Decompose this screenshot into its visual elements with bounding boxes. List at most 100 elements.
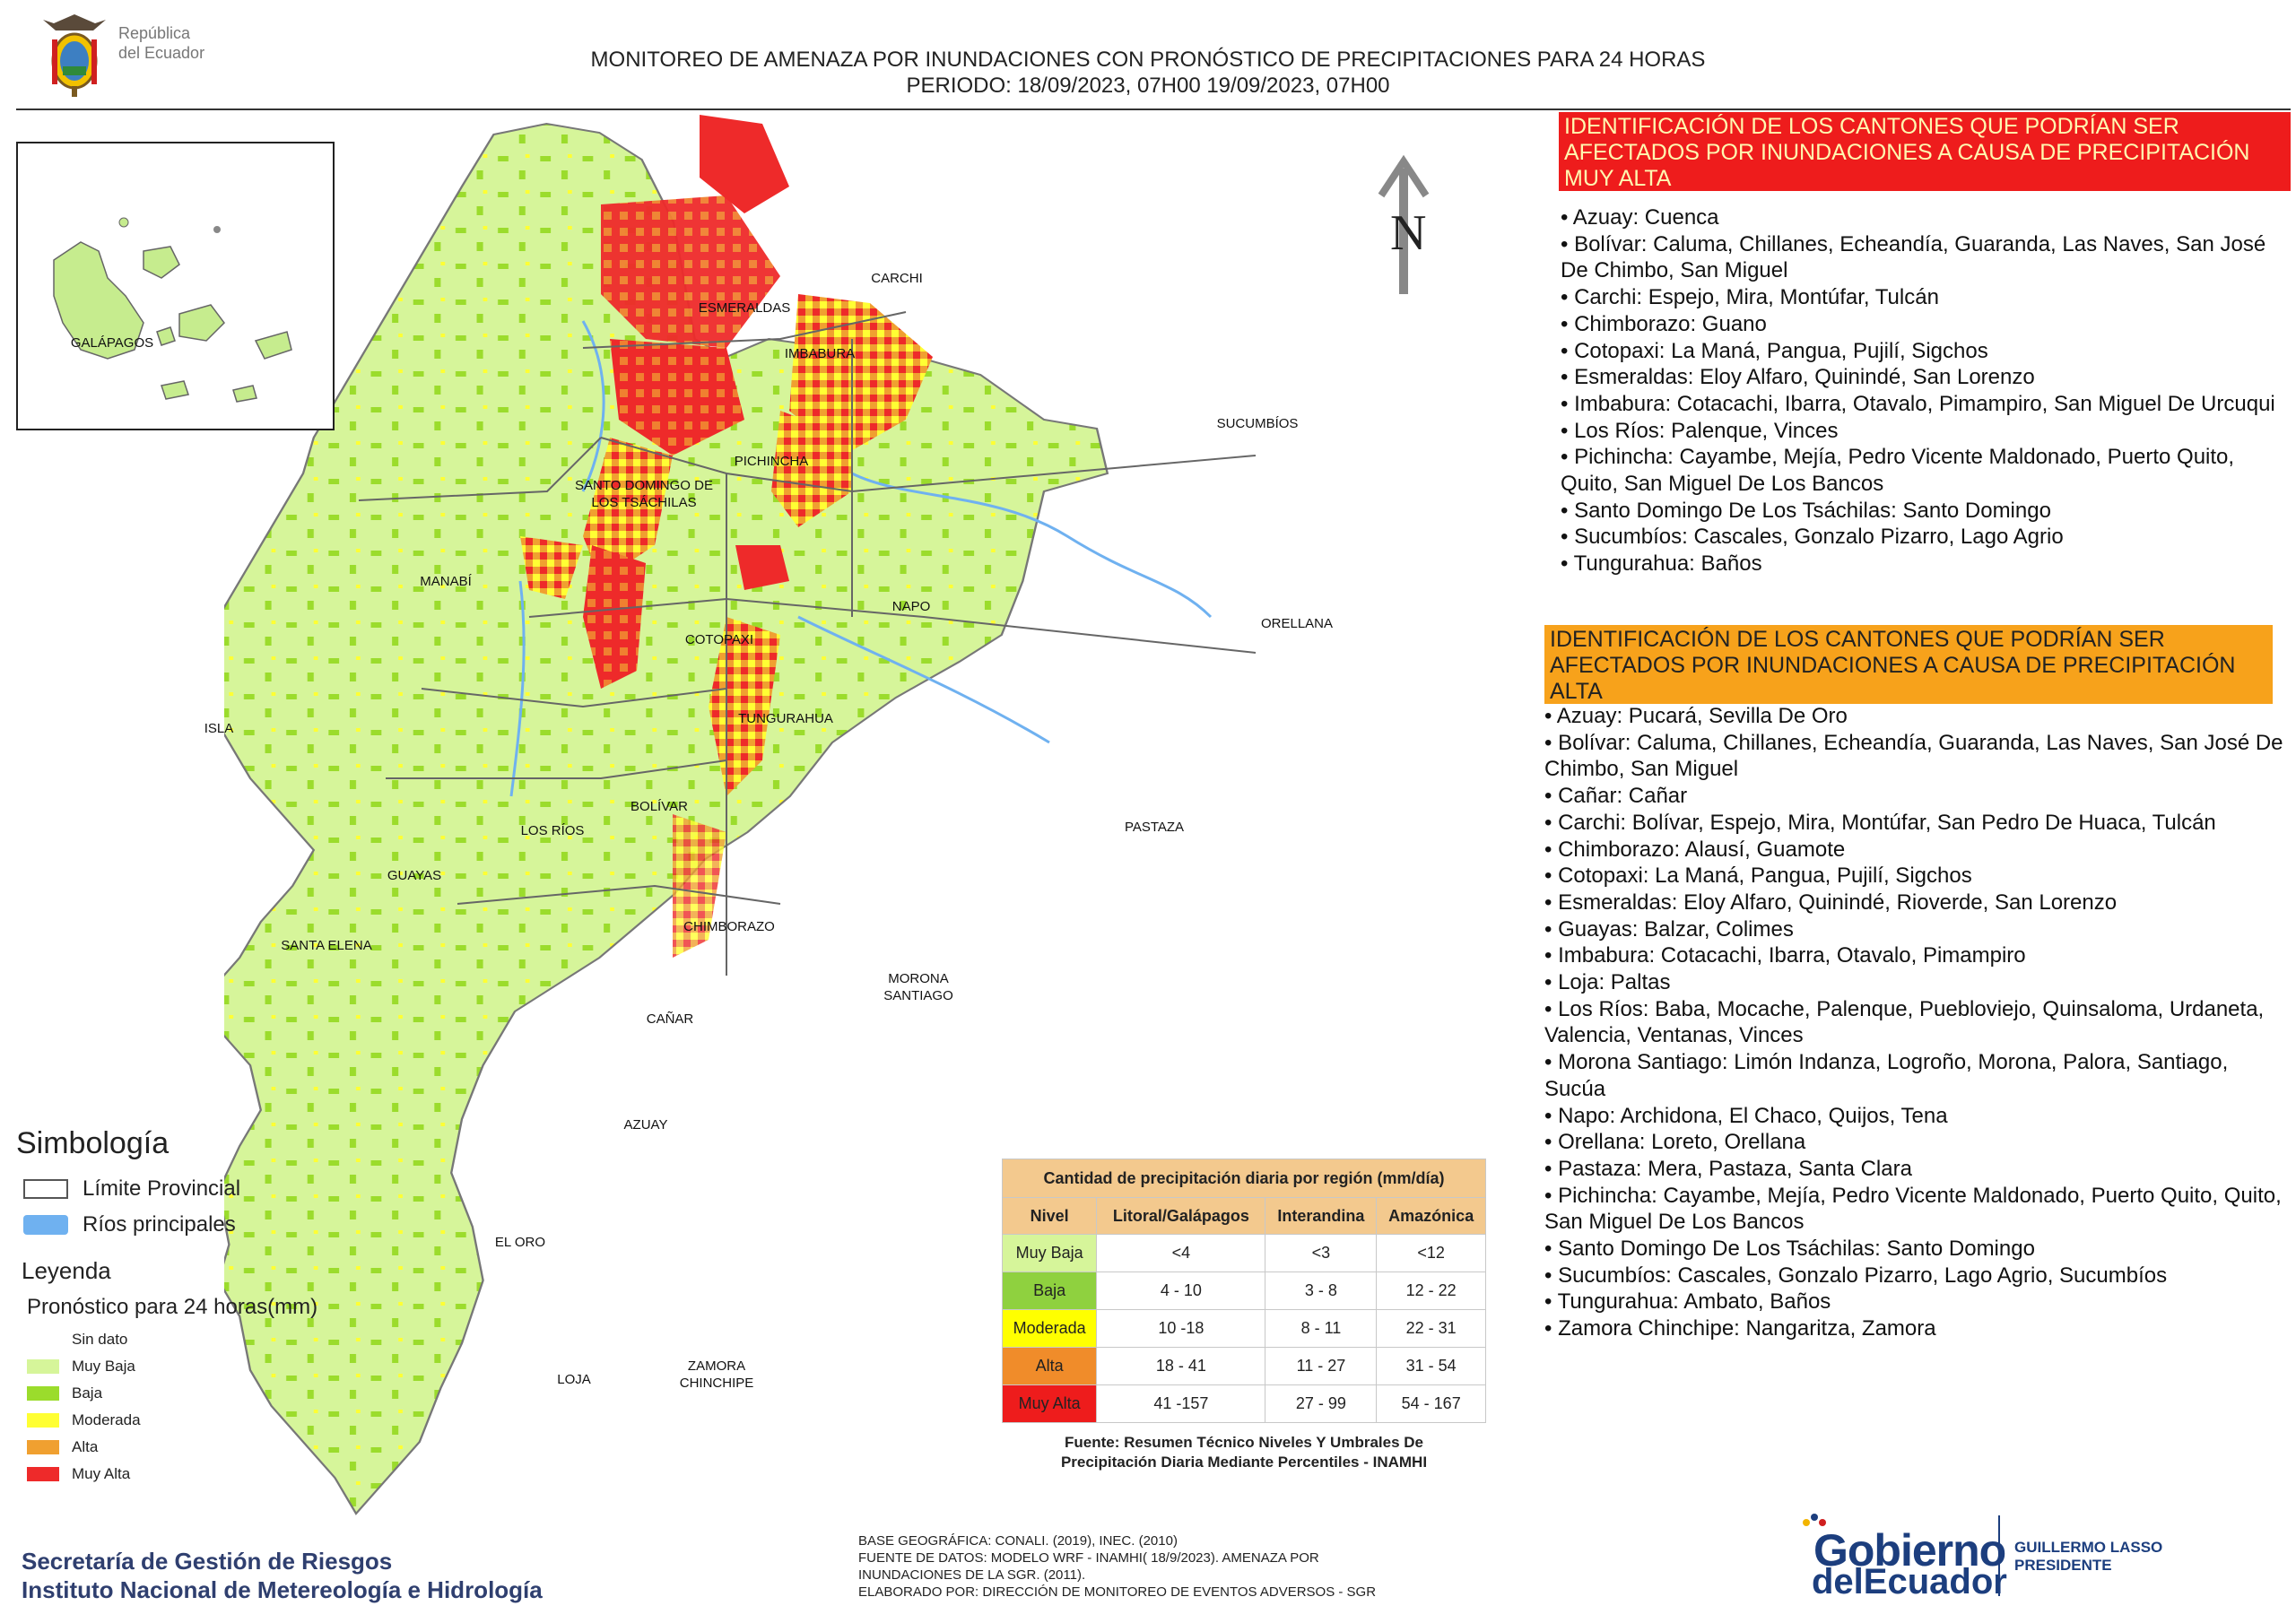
label-carchi: CARCHI <box>871 271 923 286</box>
legend-label: Sin dato <box>72 1331 128 1348</box>
list-item: Sucumbíos: Cascales, Gonzalo Pizarro, La… <box>1561 524 2287 551</box>
table-header: Amazónica <box>1376 1197 1486 1235</box>
muy-alta-list: Azuay: Cuenca Bolívar: Caluma, Chillanes… <box>1561 204 2287 577</box>
header-divider <box>16 108 2291 110</box>
legend-label: Muy Baja <box>72 1358 135 1375</box>
list-item: Santo Domingo De Los Tsáchilas: Santo Do… <box>1561 498 2287 525</box>
list-item: Pichincha: Cayambe, Mejía, Pedro Vicente… <box>1561 444 2287 497</box>
label-manabi: MANABÍ <box>420 574 472 589</box>
credit-line: BASE GEOGRÁFICA: CONALI. (2019), INEC. (… <box>858 1533 1178 1549</box>
org-name-inamhi: Instituto Nacional de Metereología e Hid… <box>22 1576 543 1603</box>
label-cotopaxi: COTOPAXI <box>684 632 754 647</box>
precip-losrios-hotspot <box>520 536 583 599</box>
table-row: Alta 18 - 41 11 - 27 31 - 54 <box>1001 1347 1486 1385</box>
simbologia-title: Simbología <box>16 1126 170 1160</box>
north-arrow-icon <box>1378 154 1430 294</box>
list-item: Imbabura: Cotacachi, Ibarra, Otavalo, Pi… <box>1544 942 2289 969</box>
simbologia-item-limite: Límite Provincial <box>23 1176 240 1202</box>
republic-logo-text: República del Ecuador <box>118 23 204 63</box>
precip-cotopaxi-hotspot <box>583 438 673 581</box>
label-santo-domingo: SANTO DOMINGO DE LOS TSÁCHILAS <box>575 478 713 510</box>
legend-label: Baja <box>72 1384 103 1402</box>
precipitation-table: Cantidad de precipitación diaria por reg… <box>1001 1159 1486 1423</box>
label-napo: NAPO <box>891 599 931 614</box>
legend-swatch <box>27 1359 59 1374</box>
table-cell: <3 <box>1265 1234 1378 1272</box>
table-cell: 18 - 41 <box>1096 1347 1266 1385</box>
label-chimborazo: CHIMBORAZO <box>683 919 775 934</box>
label-azuay: AZUAY <box>623 1117 668 1133</box>
label-santa-elena: SANTA ELENA <box>281 938 372 953</box>
list-item: Imbabura: Cotacachi, Ibarra, Otavalo, Pi… <box>1561 391 2287 418</box>
list-item: Cotopaxi: La Maná, Pangua, Pujilí, Sigch… <box>1544 863 2289 890</box>
legend-swatch <box>27 1440 59 1454</box>
river <box>581 320 605 492</box>
table-caption-row: Cantidad de precipitación diaria por reg… <box>1002 1159 1486 1198</box>
table-cell: 4 - 10 <box>1096 1271 1266 1310</box>
list-item: Bolívar: Caluma, Chillanes, Echeandía, G… <box>1544 730 2289 783</box>
label-orellana: ORELLANA <box>1260 616 1334 631</box>
legend-item-muy-baja: Muy Baja <box>27 1358 135 1376</box>
table-header: Litoral/Galápagos <box>1096 1197 1266 1235</box>
table-cell: 8 - 11 <box>1265 1309 1378 1348</box>
nivel-cell: Muy Alta <box>1001 1384 1098 1423</box>
list-item: Pastaza: Mera, Pastaza, Santa Clara <box>1544 1156 2289 1183</box>
label-el-oro: EL ORO <box>494 1235 546 1250</box>
table-header: Nivel <box>1001 1197 1098 1235</box>
label-guayas: GUAYAS <box>387 868 442 883</box>
table-cell: 11 - 27 <box>1265 1347 1378 1385</box>
legend-item-sin-dato: Sin dato <box>27 1331 127 1349</box>
alta-list: Azuay: Pucará, Sevilla De Oro Bolívar: C… <box>1544 703 2289 1342</box>
logo-line-1: República <box>118 24 191 42</box>
precip-carchi-hotspot <box>700 115 789 213</box>
provincial-boundary-swatch <box>23 1179 68 1199</box>
legend-label: Moderada <box>72 1411 141 1428</box>
gobierno-logo-icon <box>1801 1512 1828 1533</box>
list-item: Los Ríos: Baba, Mocache, Palenque, Puebl… <box>1544 996 2289 1049</box>
galapagos-islands <box>53 217 292 403</box>
title-period: PERIODO: 18/09/2023, 07H00 19/09/2023, 0… <box>906 74 1390 98</box>
label-bolivar: BOLÍVAR <box>631 799 688 814</box>
label-zamora-chinchipe: ZAMORA CHINCHIPE <box>679 1358 754 1391</box>
page-title: MONITOREO DE AMENAZA POR INUNDACIONES CO… <box>0 47 2296 99</box>
table-row: Muy Alta 41 -157 27 - 99 54 - 167 <box>1001 1384 1486 1423</box>
precip-sucumbios-hotspot <box>789 294 933 456</box>
table-cell: <4 <box>1096 1234 1266 1272</box>
president-title: PRESIDENTE <box>2014 1557 2112 1574</box>
list-item: Cañar: Cañar <box>1544 783 2289 810</box>
nivel-cell: Muy Baja <box>1001 1234 1098 1272</box>
gobierno-logo-line2: delEcuador <box>1812 1562 2007 1601</box>
alta-heading: IDENTIFICACIÓN DE LOS CANTONES QUE PODRÍ… <box>1544 625 2273 704</box>
simbologia-item-rios: Ríos principales <box>23 1212 236 1237</box>
label-imbabura: IMBABURA <box>784 346 856 361</box>
table-cell: 12 - 22 <box>1376 1271 1486 1310</box>
label-los-rios: LOS RÍOS <box>520 823 585 838</box>
legend-swatch <box>27 1332 59 1347</box>
legend-swatch <box>27 1386 59 1401</box>
label-pastaza: PASTAZA <box>1124 820 1185 835</box>
label-tungurahua: TUNGURAHUA <box>738 711 833 726</box>
river <box>509 580 526 797</box>
legend-swatch <box>27 1467 59 1481</box>
label-esmeraldas: ESMERALDAS <box>698 300 791 316</box>
legend-item-moderada: Moderada <box>27 1411 141 1429</box>
credit-line: INUNDACIONES DE LA SGR. (2011). <box>858 1567 1086 1583</box>
nivel-cell: Moderada <box>1001 1309 1098 1348</box>
list-item: Santo Domingo De Los Tsáchilas: Santo Do… <box>1544 1236 2289 1263</box>
north-label: N <box>1390 205 1426 261</box>
table-cell: 27 - 99 <box>1265 1384 1378 1423</box>
list-item: Azuay: Cuenca <box>1561 204 2287 231</box>
legend-item-alta: Alta <box>27 1438 98 1456</box>
org-name-sgr: Secretaría de Gestión de Riesgos <box>22 1548 393 1575</box>
table-row: Baja 4 - 10 3 - 8 12 - 22 <box>1001 1271 1486 1310</box>
source-line-1: Fuente: Resumen Técnico Niveles Y Umbral… <box>1065 1434 1423 1451</box>
list-item: Morona Santiago: Limón Indanza, Logroño,… <box>1544 1049 2289 1102</box>
label-isla: ISLA <box>204 721 234 736</box>
logo-line-2: del Ecuador <box>118 44 205 62</box>
precip-esmeraldas-hotspot <box>601 195 780 348</box>
nivel-cell: Baja <box>1001 1271 1098 1310</box>
logo-divider <box>1998 1515 2000 1596</box>
nivel-cell: Alta <box>1001 1347 1098 1385</box>
credits-block: BASE GEOGRÁFICA: CONALI. (2019), INEC. (… <box>858 1532 1432 1601</box>
list-item: Orellana: Loreto, Orellana <box>1544 1129 2289 1156</box>
